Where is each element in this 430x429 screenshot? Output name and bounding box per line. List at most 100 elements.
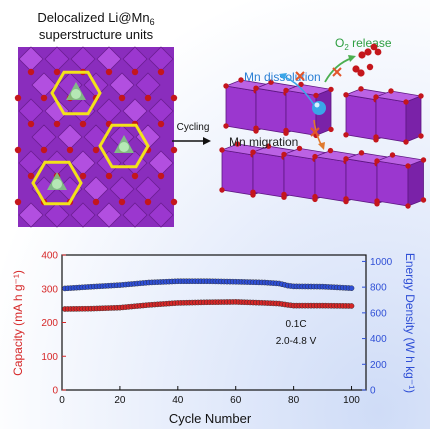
oxygen-atom <box>374 158 380 164</box>
oxygen-atom <box>118 198 126 206</box>
li-mn6-units <box>31 70 150 206</box>
oxygen-atom <box>144 94 152 102</box>
crystal-lattice <box>14 46 178 228</box>
y-axis-right-label: Energy Density (W h kg⁻¹) <box>403 253 417 393</box>
upper-layer-block <box>225 85 257 132</box>
y-right-tick-label: 200 <box>370 360 387 371</box>
o2-release-label: O2 release <box>335 36 392 52</box>
y-left-tick-label: 100 <box>41 352 58 363</box>
oxygen-atom <box>418 133 424 139</box>
li-atom <box>52 179 62 189</box>
superstructure-title-sub: 6 <box>150 17 155 27</box>
oxygen-molecules <box>352 43 382 77</box>
cross-mark-icon-2 <box>332 67 342 77</box>
oxygen-atom <box>373 134 379 140</box>
cycling-arrow-icon <box>172 137 211 145</box>
oxygen-atom <box>328 86 334 93</box>
lower-layer-block <box>376 160 409 207</box>
lower-layer-block <box>252 151 285 198</box>
top-panel: Delocalized Li@Mn6 superstructure units … <box>14 10 427 228</box>
li-atom <box>71 89 81 99</box>
x-tick-label: 20 <box>114 395 126 406</box>
oxygen-atom <box>105 172 113 180</box>
oxygen-atom <box>219 187 225 193</box>
oxygen-atom <box>14 146 22 154</box>
upper-layer-block <box>375 96 407 143</box>
y-right-tick-label: 1000 <box>370 257 393 268</box>
cross-mark-icon-1 <box>295 71 305 81</box>
y-right-tick-label: 0 <box>370 386 376 397</box>
oxygen-atom <box>131 68 139 76</box>
oxygen-atom <box>389 152 396 158</box>
y-right-tick-label: 800 <box>370 283 387 294</box>
oxygen-atom <box>358 86 364 92</box>
o2-sub: 2 <box>344 43 349 52</box>
oxygen-atom <box>14 198 22 206</box>
superstructure-ring <box>98 123 150 169</box>
oxygen-atom <box>157 172 165 180</box>
oxygen-atom <box>374 198 380 204</box>
upper-layer-block <box>345 94 377 141</box>
lower-layer-block <box>345 158 378 205</box>
oxygen-atom <box>131 172 139 180</box>
oxygen-atom <box>418 93 424 99</box>
capacity-point <box>348 303 355 309</box>
oxygen-atom <box>170 198 178 206</box>
oxygen-atom <box>250 189 256 195</box>
y-left-tick-label: 400 <box>41 251 58 262</box>
octahedron <box>18 202 44 228</box>
oxygen-atom <box>281 151 287 158</box>
oxygen-atom <box>312 153 318 160</box>
oxygen-atom <box>313 92 319 99</box>
y-right-tick-label: 600 <box>370 308 387 319</box>
oxygen-atom <box>234 141 241 147</box>
octahedron <box>148 202 174 228</box>
data-points <box>62 278 355 312</box>
oxygen-atom <box>253 125 259 131</box>
superstructure-title: Delocalized Li@Mn6 <box>37 10 154 27</box>
y-axis-left-label: Capacity (mA h g⁻¹) <box>11 270 25 376</box>
oxygen-atom <box>14 94 22 102</box>
li-atom <box>119 142 129 152</box>
o2-label: O <box>335 36 344 50</box>
y-left-tick-label: 300 <box>41 284 58 295</box>
oxygen-atom <box>27 172 35 180</box>
oxygen-atom <box>283 127 289 134</box>
oxygen-atom <box>170 146 178 154</box>
oxygen-atom <box>328 126 334 133</box>
x-axis-label: Cycle Number <box>169 411 252 426</box>
oxygen-atom <box>420 197 427 203</box>
oxygen-atom <box>118 94 126 102</box>
oxygen-atom <box>358 150 365 156</box>
oxygen-atom <box>312 193 318 200</box>
oxygen-atom <box>405 203 411 209</box>
x-tick-label: 40 <box>172 395 184 406</box>
oxygen-atom <box>157 68 165 76</box>
oxygen-atom <box>223 123 229 129</box>
oxygen-atom <box>27 68 35 76</box>
y-left-tick-label: 0 <box>52 386 58 397</box>
migrating-mn-icon <box>312 101 326 115</box>
oxygen-atom <box>388 88 394 94</box>
x-tick-label: 0 <box>59 395 65 406</box>
oxygen-atom <box>281 191 287 198</box>
rate-annotation: 0.1C <box>285 319 306 330</box>
oxygen-atom <box>223 83 229 89</box>
lower-layer-block <box>314 156 347 203</box>
octahedron <box>96 202 122 228</box>
axis-ticks: 0 20 40 60 80 1000100200300400020040060080010… <box>41 251 392 407</box>
x-tick-label: 60 <box>230 395 242 406</box>
cycling-chart: Cycle Number Capacity (mA h g⁻¹) Energy … <box>11 251 417 427</box>
lower-layer-block <box>221 149 254 196</box>
oxygen-atom <box>40 94 48 102</box>
oxygen-atom <box>405 163 411 169</box>
energy-point <box>348 285 355 291</box>
mn-migration-label: Mn migration <box>229 135 298 149</box>
x-tick-label: 100 <box>343 395 360 406</box>
oxygen-atom <box>265 143 272 149</box>
oxygen-atom <box>420 157 427 163</box>
superstructure-title-line1: Delocalized Li@Mn <box>37 10 149 25</box>
oxygen-atom <box>27 120 35 128</box>
octahedron <box>70 202 96 228</box>
oxygen-atom <box>283 87 289 94</box>
